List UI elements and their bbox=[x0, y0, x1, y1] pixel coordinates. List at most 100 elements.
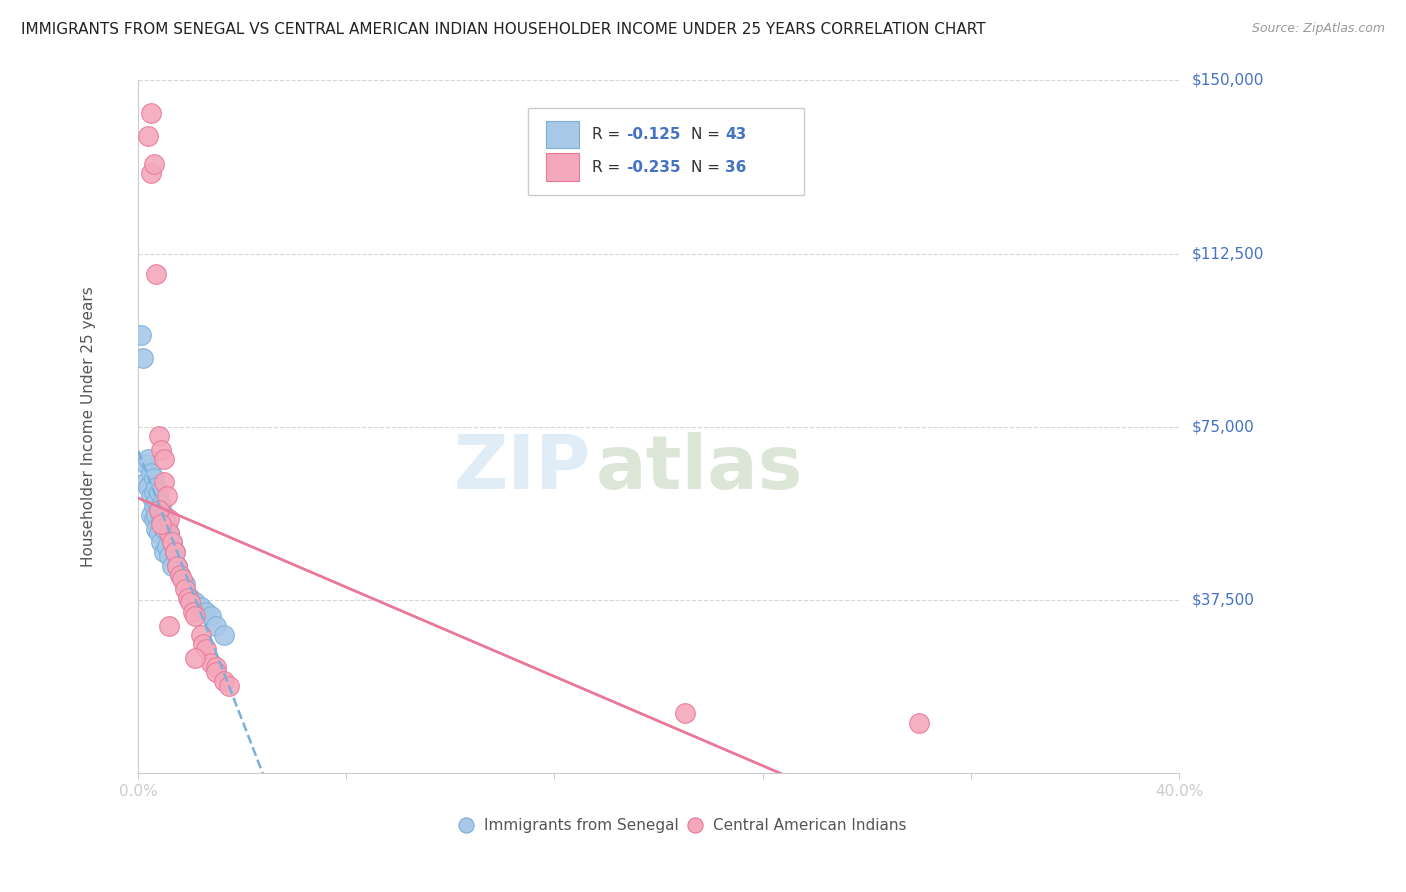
Text: 43: 43 bbox=[725, 127, 747, 142]
Point bbox=[138, 452, 160, 467]
Point bbox=[179, 591, 201, 605]
Text: ZIP: ZIP bbox=[454, 432, 591, 505]
Point bbox=[184, 651, 207, 665]
Point bbox=[142, 484, 165, 499]
Point bbox=[157, 549, 180, 564]
Point bbox=[148, 526, 170, 541]
Point bbox=[181, 605, 204, 619]
Point bbox=[191, 637, 214, 651]
Point bbox=[205, 665, 228, 679]
Point bbox=[160, 558, 183, 573]
Text: Central American Indians: Central American Indians bbox=[713, 818, 907, 833]
Point bbox=[212, 673, 235, 688]
Point bbox=[148, 503, 170, 517]
Point bbox=[946, 766, 969, 780]
Text: R =: R = bbox=[592, 127, 626, 142]
Point bbox=[148, 503, 170, 517]
Point bbox=[150, 443, 173, 458]
Point bbox=[145, 522, 167, 536]
Text: $75,000: $75,000 bbox=[1191, 419, 1254, 434]
Point bbox=[157, 618, 180, 632]
Point bbox=[139, 466, 162, 480]
Point bbox=[145, 493, 167, 508]
Point bbox=[200, 656, 222, 670]
Point bbox=[160, 535, 183, 549]
Point bbox=[138, 128, 160, 143]
Point bbox=[145, 480, 167, 494]
Point bbox=[139, 105, 162, 120]
Point bbox=[148, 429, 170, 443]
Point bbox=[169, 567, 191, 582]
Point bbox=[169, 567, 191, 582]
Text: $37,500: $37,500 bbox=[1191, 592, 1254, 607]
Point bbox=[157, 526, 180, 541]
Point bbox=[153, 508, 176, 522]
Text: atlas: atlas bbox=[596, 432, 803, 505]
Point bbox=[129, 327, 152, 342]
Point bbox=[142, 512, 165, 526]
Text: $112,500: $112,500 bbox=[1191, 246, 1264, 261]
Text: Source: ZipAtlas.com: Source: ZipAtlas.com bbox=[1251, 22, 1385, 36]
Point bbox=[174, 582, 197, 596]
Point bbox=[184, 609, 207, 624]
Point bbox=[166, 558, 188, 573]
Point bbox=[153, 475, 176, 490]
Point bbox=[157, 512, 180, 526]
Text: IMMIGRANTS FROM SENEGAL VS CENTRAL AMERICAN INDIAN HOUSEHOLDER INCOME UNDER 25 Y: IMMIGRANTS FROM SENEGAL VS CENTRAL AMERI… bbox=[21, 22, 986, 37]
Point bbox=[142, 471, 165, 485]
Point bbox=[142, 156, 165, 170]
Point bbox=[907, 715, 929, 730]
Point bbox=[135, 457, 157, 471]
Point bbox=[153, 544, 176, 558]
Point bbox=[190, 600, 212, 615]
Point bbox=[142, 499, 165, 513]
Point bbox=[190, 628, 212, 642]
Point bbox=[150, 516, 173, 531]
Point bbox=[138, 480, 160, 494]
Text: -0.125: -0.125 bbox=[626, 127, 681, 142]
Point bbox=[156, 540, 179, 554]
FancyBboxPatch shape bbox=[529, 108, 804, 194]
Point bbox=[153, 522, 176, 536]
Point bbox=[156, 516, 179, 531]
Point bbox=[145, 268, 167, 282]
Point bbox=[139, 508, 162, 522]
Point bbox=[139, 489, 162, 503]
Text: $150,000: $150,000 bbox=[1191, 73, 1264, 88]
Text: Immigrants from Senegal: Immigrants from Senegal bbox=[484, 818, 679, 833]
Point bbox=[163, 544, 186, 558]
Point bbox=[200, 609, 222, 624]
Point bbox=[145, 508, 167, 522]
Text: R =: R = bbox=[592, 160, 626, 175]
Point bbox=[150, 512, 173, 526]
Point bbox=[194, 605, 217, 619]
Text: N =: N = bbox=[690, 127, 724, 142]
Point bbox=[172, 573, 194, 587]
Point bbox=[157, 526, 180, 541]
Point bbox=[218, 679, 240, 693]
Point bbox=[139, 166, 162, 180]
Point bbox=[194, 641, 217, 656]
Point bbox=[135, 475, 157, 490]
Text: 36: 36 bbox=[725, 160, 747, 175]
Point bbox=[160, 535, 183, 549]
Point bbox=[148, 484, 170, 499]
Point bbox=[150, 535, 173, 549]
Point bbox=[205, 618, 228, 632]
Text: N =: N = bbox=[690, 160, 724, 175]
Point bbox=[150, 499, 173, 513]
Point bbox=[179, 595, 201, 609]
Point bbox=[153, 452, 176, 467]
Text: Householder Income Under 25 years: Householder Income Under 25 years bbox=[80, 286, 96, 567]
Point bbox=[184, 595, 207, 609]
Point bbox=[176, 591, 198, 605]
Text: -0.235: -0.235 bbox=[626, 160, 681, 175]
FancyBboxPatch shape bbox=[546, 153, 579, 181]
Point bbox=[212, 628, 235, 642]
Point bbox=[205, 660, 228, 674]
Point bbox=[673, 706, 696, 721]
Point bbox=[132, 351, 155, 365]
FancyBboxPatch shape bbox=[546, 120, 579, 148]
Point bbox=[163, 544, 186, 558]
Point bbox=[174, 577, 197, 591]
